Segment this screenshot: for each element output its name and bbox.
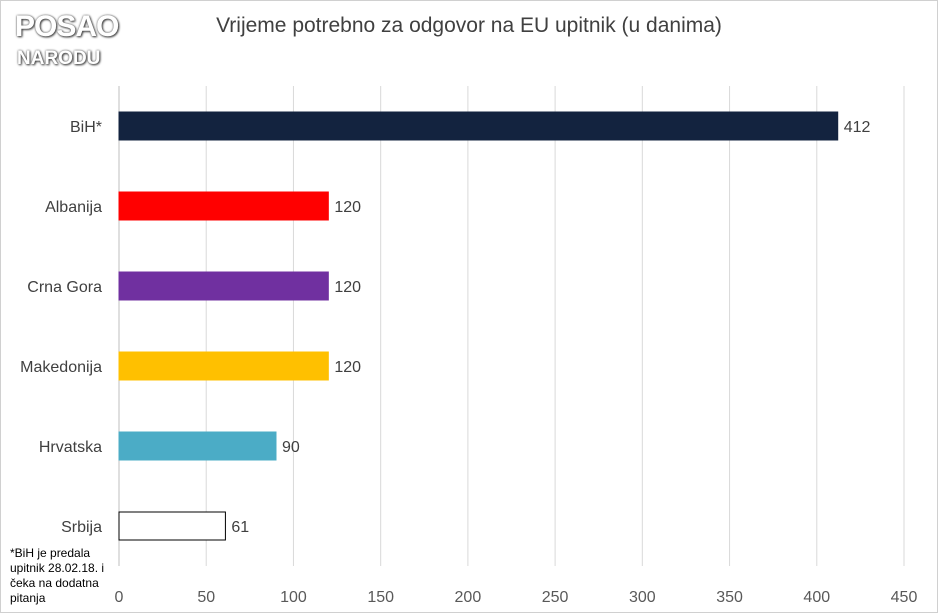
category-labels: BiH* Albanija Crna Gora Makedonija Hrvatska S…	[20, 119, 102, 536]
category-label-4: Hrvatska	[39, 439, 102, 456]
data-label-0: 412	[844, 119, 871, 136]
category-label-2: Crna Gora	[27, 279, 102, 296]
data-labels: 412 120 120 120 90 61	[231, 119, 870, 536]
bar-albanija	[118, 191, 329, 221]
bar-srbija	[118, 511, 226, 541]
x-tick-labels: 0 50 100 150 200 250 300 350 400 450	[115, 589, 918, 606]
x-tick-250: 250	[542, 589, 569, 606]
x-tick-100: 100	[280, 589, 307, 606]
x-tick-200: 200	[455, 589, 482, 606]
x-tick-0: 0	[115, 589, 124, 606]
bars	[118, 111, 839, 541]
category-label-1: Albanija	[45, 199, 102, 216]
x-tick-350: 350	[716, 589, 743, 606]
bar-hrvatska	[118, 431, 277, 461]
category-label-5: Srbija	[61, 519, 102, 536]
category-label-0: BiH*	[70, 119, 102, 136]
logo-dots	[17, 44, 103, 46]
gridlines	[118, 86, 905, 566]
x-tick-300: 300	[629, 589, 656, 606]
data-label-4: 90	[282, 439, 300, 456]
data-label-2: 120	[334, 279, 361, 296]
data-label-5: 61	[231, 519, 249, 536]
footnote: *BiH je predala upitnik 28.02.18. i čeka…	[10, 546, 105, 605]
logo-line2: NARODU	[17, 48, 101, 69]
data-label-1: 120	[334, 199, 361, 216]
x-tick-400: 400	[803, 589, 830, 606]
posao-narodu-logo: POSAO NARODU	[15, 10, 119, 72]
data-label-3: 120	[334, 359, 361, 376]
bar-bih	[118, 111, 839, 141]
category-label-3: Makedonija	[20, 359, 102, 376]
bar-crna-gora	[118, 271, 329, 301]
x-tick-50: 50	[197, 589, 215, 606]
chart-title: Vrijeme potrebno za odgovor na EU upitni…	[216, 14, 722, 37]
bar-makedonija	[118, 351, 329, 381]
x-tick-450: 450	[891, 589, 918, 606]
logo-line1: POSAO	[15, 10, 119, 43]
x-tick-150: 150	[367, 589, 394, 606]
